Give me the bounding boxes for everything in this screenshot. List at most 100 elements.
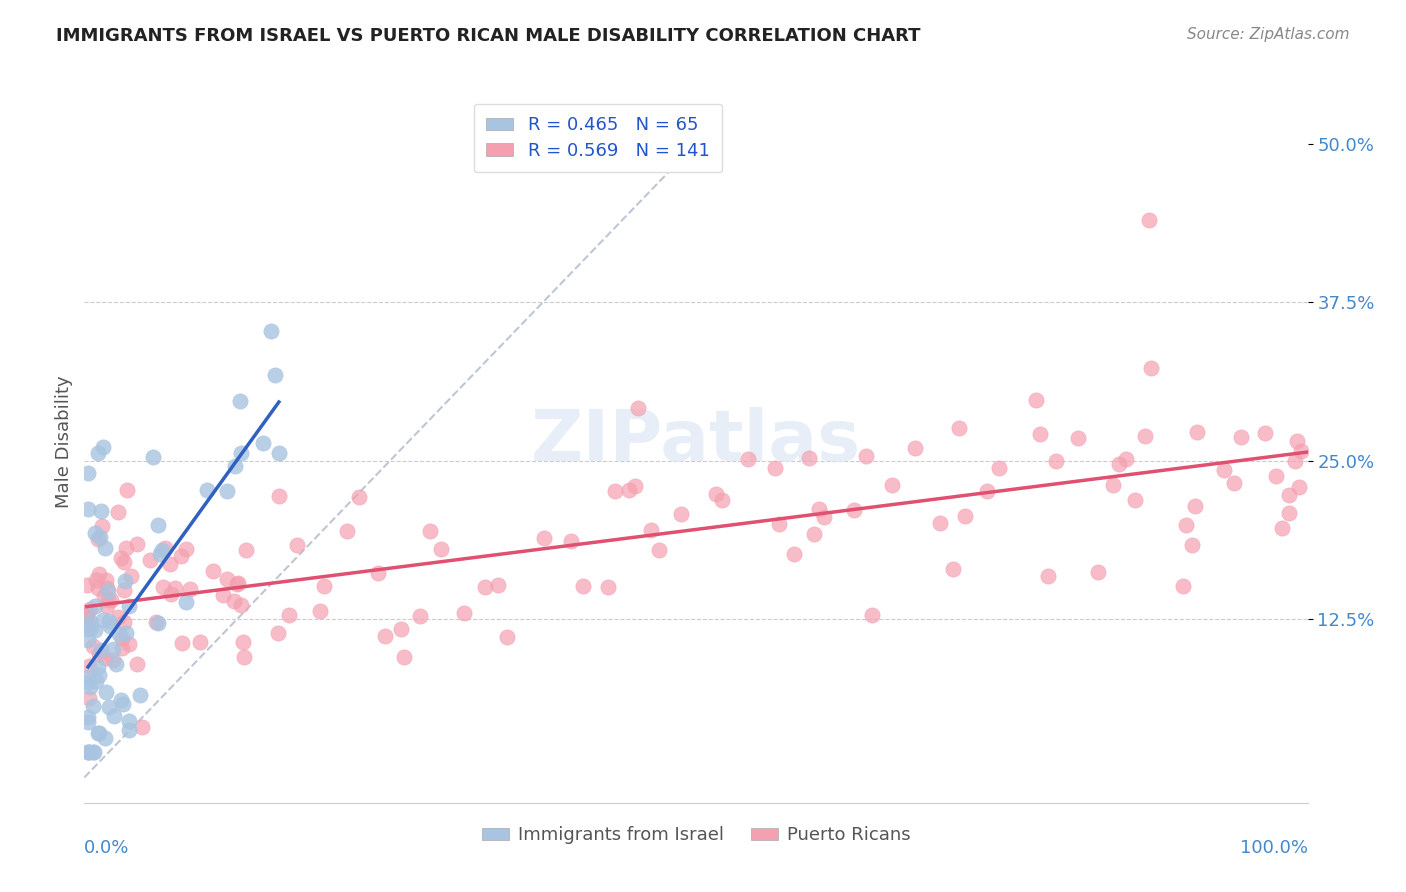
Point (928, 516, 950, 530)
Point (125, 537, 148, 551)
Point (77, 715, 100, 730)
Point (813, 509, 835, 524)
Text: IMMIGRANTS FROM ISRAEL VS PUERTO RICAN MALE DISABILITY CORRELATION CHART: IMMIGRANTS FROM ISRAEL VS PUERTO RICAN M… (56, 27, 921, 45)
Point (783, 547, 806, 561)
Point (84, 526, 107, 541)
Point (90, 504, 112, 518)
Point (87, 566, 110, 581)
Point (170, 549, 193, 563)
Point (226, 576, 249, 591)
Point (77, 467, 100, 481)
Point (79, 614, 101, 628)
Point (146, 518, 169, 533)
Point (79, 601, 101, 615)
Point (277, 608, 299, 623)
Point (159, 557, 181, 571)
Point (98, 619, 121, 633)
Point (1102, 477, 1125, 491)
Point (103, 709, 125, 723)
Point (1265, 468, 1288, 483)
Point (704, 487, 727, 501)
Point (77, 745, 100, 759)
Point (842, 503, 865, 517)
Point (84, 674, 107, 689)
Point (110, 693, 132, 707)
Point (76, 612, 98, 626)
Point (1140, 361, 1163, 376)
Point (389, 622, 412, 636)
Point (1284, 454, 1306, 468)
Point (94, 685, 117, 699)
Point (111, 697, 134, 711)
Point (976, 483, 998, 498)
Point (211, 588, 233, 602)
Point (87, 533, 110, 547)
Point (808, 501, 831, 516)
Point (87, 668, 110, 682)
Point (83, 623, 105, 637)
Point (267, 446, 290, 460)
Point (1123, 493, 1146, 508)
Text: ZIPatlas: ZIPatlas (531, 407, 860, 476)
Point (77, 623, 100, 637)
Point (90, 642, 112, 657)
Point (287, 538, 309, 552)
Point (1278, 506, 1301, 520)
Point (882, 478, 904, 492)
Point (429, 542, 451, 557)
Point (1067, 431, 1090, 445)
Point (83, 745, 105, 759)
Point (202, 564, 225, 578)
Point (90, 518, 112, 533)
Point (93, 651, 115, 665)
Point (77, 710, 100, 724)
Point (336, 524, 359, 539)
Point (312, 579, 335, 593)
Point (98, 614, 121, 628)
Point (139, 553, 162, 567)
Point (188, 634, 211, 648)
Legend: Immigrants from Israel, Puerto Ricans: Immigrants from Israel, Puerto Ricans (474, 819, 918, 852)
Point (392, 650, 415, 665)
Point (77, 659, 100, 673)
Point (91, 613, 114, 627)
Point (118, 714, 141, 729)
Point (108, 627, 131, 641)
Point (737, 452, 759, 467)
Point (195, 483, 218, 497)
Point (115, 626, 138, 640)
Point (1087, 566, 1109, 580)
Point (97, 699, 120, 714)
Point (145, 615, 167, 630)
Text: Source: ZipAtlas.com: Source: ZipAtlas.com (1187, 27, 1350, 42)
Point (93, 589, 115, 603)
Point (149, 547, 172, 561)
Point (96, 599, 118, 613)
Point (105, 657, 128, 671)
Point (627, 401, 650, 415)
Text: 100.0%: 100.0% (1240, 838, 1308, 857)
Point (229, 446, 252, 460)
Point (89, 647, 111, 661)
Point (1115, 452, 1137, 467)
Point (165, 581, 187, 595)
Point (1175, 517, 1198, 532)
Point (84, 573, 107, 587)
Y-axis label: Male Disability: Male Disability (55, 376, 73, 508)
Point (987, 460, 1010, 475)
Point (94, 541, 117, 556)
Point (623, 478, 645, 492)
Point (224, 459, 246, 474)
Point (82, 640, 104, 654)
Point (763, 461, 786, 475)
Point (648, 542, 671, 557)
Point (77, 502, 100, 516)
Point (97, 593, 120, 607)
Point (671, 507, 693, 521)
Point (100, 593, 122, 607)
Point (942, 561, 965, 575)
Point (1230, 430, 1253, 444)
Point (76, 607, 98, 622)
Point (572, 579, 595, 593)
Point (107, 505, 129, 519)
